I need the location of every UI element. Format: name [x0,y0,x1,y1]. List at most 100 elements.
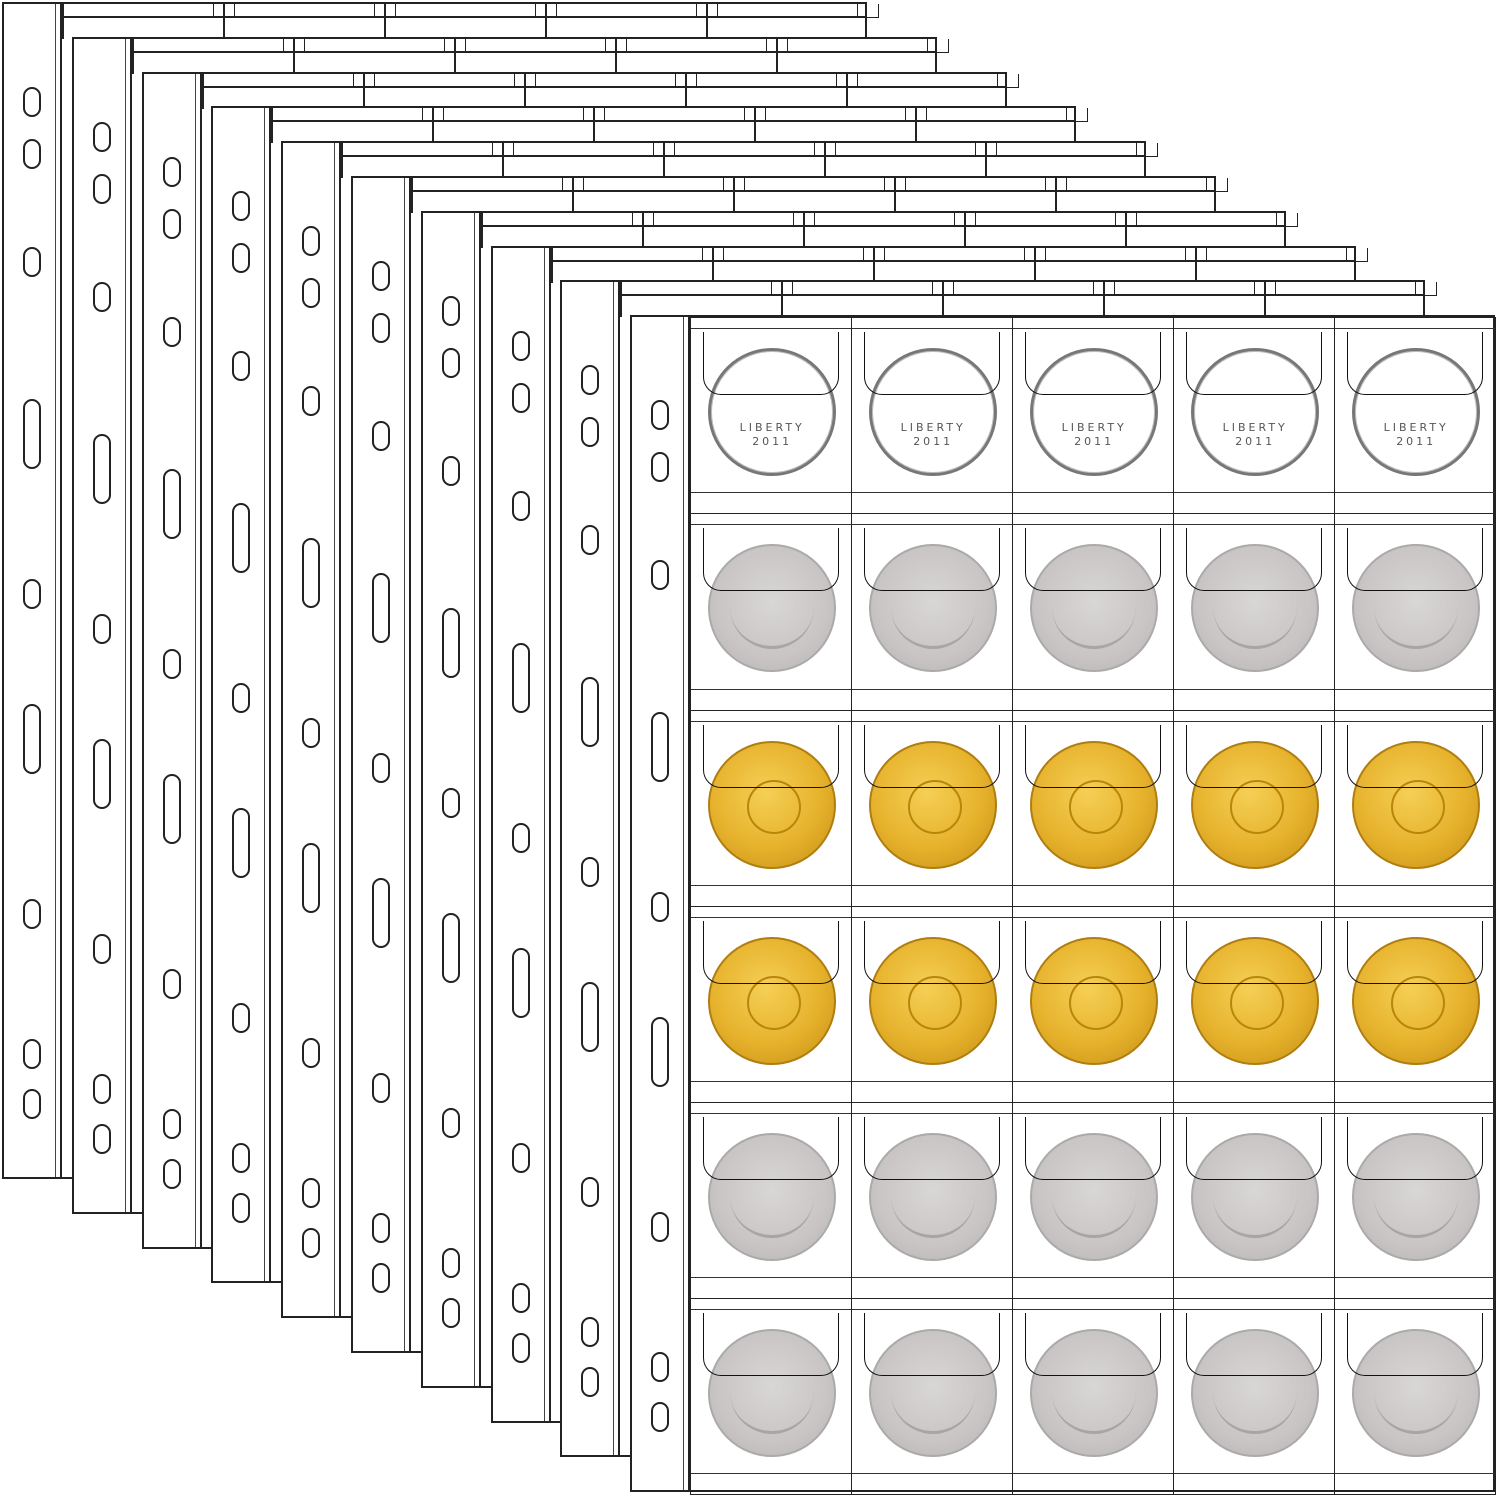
pocket-flap [703,1116,840,1180]
binder-hole [302,226,321,257]
coin-pocket [1012,513,1175,711]
pocket-divider [641,212,644,248]
pocket-seam [1335,492,1496,494]
pocket-tab [1206,178,1228,192]
binder-hole [511,382,530,413]
pocket-top-line [131,50,935,53]
binder-hole [23,87,41,117]
pocket-divider [1055,178,1057,213]
pocket-seam [1335,1080,1496,1082]
coin-pocket [1012,709,1175,907]
pocket-top-line [411,190,1214,192]
binder-hole [232,683,251,714]
binder-hole [651,560,670,591]
coin-pocket [851,1298,1014,1496]
pocket-seam [1174,1309,1335,1311]
pocket-seam [1013,492,1174,494]
binder-hole [372,753,390,783]
pocket-grid: LIBERTY 2011 LIBERTY 2011 LIBERTY 2011 LIBE… [690,317,1497,1496]
pocket-divider [545,4,547,39]
binder-hole [511,822,530,853]
binder-hole [302,1038,321,1069]
coin-lettering: LIBERTY 2011 [1383,421,1449,449]
binder-hole [232,351,251,382]
pocket-tab [857,4,879,18]
gold-coin [1352,936,1481,1065]
binder-hole [232,1143,251,1174]
coin-outline: LIBERTY 2011 [708,348,837,477]
binder-strip [493,247,551,1421]
coin-pocket [1012,1298,1175,1496]
binder-hole [162,468,181,539]
pocket-tab [926,38,949,53]
pocket-seam [1335,1473,1496,1475]
binder-hole [162,156,181,187]
coin-pocket [1334,1298,1497,1496]
coin-pocket [1173,905,1336,1103]
binder-hole [162,1158,181,1189]
binder-hole [441,347,460,378]
pocket-seam [852,1473,1013,1475]
coin-pocket [1173,513,1336,711]
binder-hole [232,1003,251,1034]
pocket-divider [802,212,805,248]
silver-coin [708,1132,837,1261]
coin-pocket: LIBERTY 2011 [1334,317,1497,515]
pocket-top-line [62,16,865,18]
coin-pocket [1334,709,1497,907]
silver-coin [1352,544,1481,673]
pocket-flap [703,528,840,592]
pocket-divider [131,38,134,74]
pocket-seam [691,1277,852,1278]
pocket-divider [341,143,344,179]
pocket-top-line [271,120,1075,123]
pocket-seam [1013,1112,1174,1114]
binder-hole [232,503,251,574]
coin-outline: LIBERTY 2011 [869,348,998,477]
pocket-divider [292,38,295,74]
pocket-flap [1186,528,1323,592]
binder-hole [232,1193,251,1224]
pocket-top-line [201,85,1005,88]
binder-hole [372,878,390,948]
pocket-divider [942,282,945,318]
pocket-seam [1013,884,1174,886]
pocket-seam [852,1277,1013,1278]
pocket-flap [1025,1116,1162,1180]
coin-pocket [1012,1101,1175,1299]
pocket-seam [1174,1112,1335,1114]
binder-strip [283,143,342,1317]
pocket-divider [1103,282,1106,318]
silver-coin [1191,1132,1320,1261]
coin-lettering: LIBERTY 2011 [739,421,805,449]
pocket-top-line [620,294,1424,297]
binder-strip [632,317,691,1491]
binder-hole [92,738,111,809]
pocket-seam [1174,1080,1335,1082]
coin-pocket [851,905,1014,1103]
binder-hole [232,243,251,274]
pocket-seam [852,1309,1013,1311]
pocket-seam [852,1112,1013,1114]
pocket-seam [691,1473,852,1475]
pocket-flap [1025,332,1162,396]
pocket-seam [691,916,852,918]
binder-hole [511,642,530,713]
pocket-flap [864,724,1001,788]
binder-hole [92,933,111,964]
pocket-divider [894,178,896,213]
pocket-seam [1174,328,1335,330]
binder-hole [581,677,600,748]
pocket-seam [852,524,1013,526]
binder-hole [441,1297,460,1328]
coin-pocket [1334,905,1497,1103]
pocket-divider [223,4,225,39]
binder-hole [651,1352,670,1383]
pocket-flap [1186,1313,1323,1377]
pocket-divider [706,4,708,39]
pocket-divider [614,38,617,74]
pocket-divider [620,282,623,318]
binder-hole [372,1213,390,1243]
binder-hole [232,808,251,879]
pocket-flap [864,528,1001,592]
